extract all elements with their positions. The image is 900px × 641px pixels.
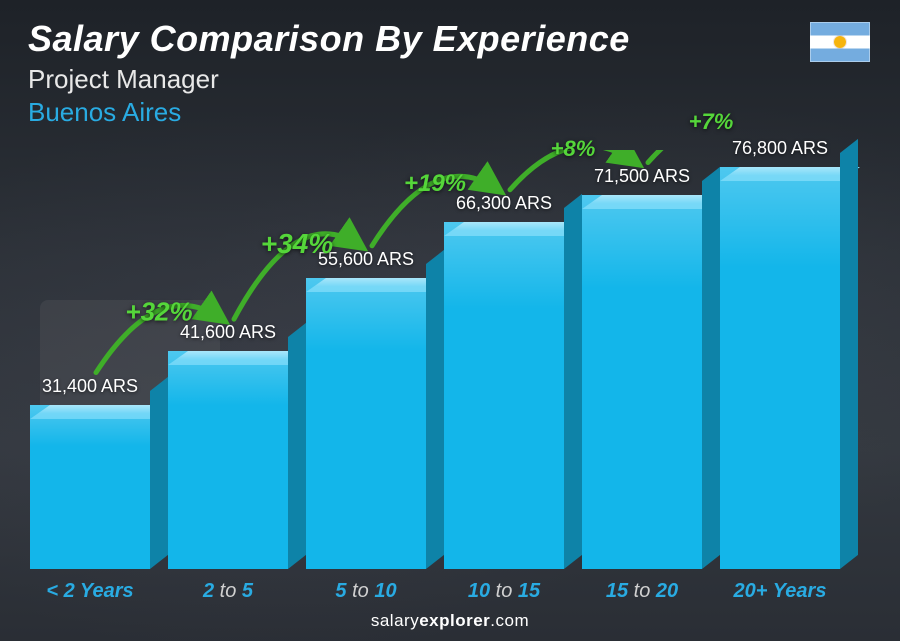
bar-slot: 66,300 ARS (444, 193, 564, 569)
bar-3d (582, 195, 702, 569)
growth-arc-label: +7% (689, 109, 734, 135)
x-axis-category: < 2 Years (30, 580, 150, 603)
bar-value-label: 31,400 ARS (42, 376, 138, 397)
brand-prefix: salary (371, 611, 419, 630)
bar-front-face (168, 351, 288, 569)
bar-side-face (288, 323, 306, 569)
flag-sun-icon (834, 36, 846, 48)
job-title: Project Manager (28, 64, 872, 95)
bar-side-face (840, 139, 858, 569)
bar-value-label: 41,600 ARS (180, 322, 276, 343)
growth-arc-label: +8% (551, 136, 596, 162)
bar-side-face (150, 376, 168, 569)
footer-brand: salaryexplorer.com (0, 611, 900, 631)
x-axis-category: 15 to 20 (582, 580, 702, 603)
x-axis-category: 10 to 15 (444, 580, 564, 603)
bar-side-face (564, 194, 582, 569)
bar-front-face (306, 278, 426, 569)
bar-3d (30, 405, 150, 569)
growth-arc-label: +32% (125, 297, 192, 328)
bar-slot: 41,600 ARS (168, 322, 288, 569)
x-axis-category: 5 to 10 (306, 580, 426, 603)
bar-3d (444, 222, 564, 569)
bar-front-face (444, 222, 564, 569)
location-label: Buenos Aires (28, 97, 872, 128)
bar-front-face (30, 405, 150, 569)
brand-bold: explorer (419, 611, 490, 630)
bar-slot: 76,800 ARS (720, 138, 840, 569)
bar-value-label: 71,500 ARS (594, 166, 690, 187)
bars-container: 31,400 ARS 41,600 ARS 55,600 ARS 66,300 ARS… (30, 150, 840, 569)
country-flag-argentina (810, 22, 870, 62)
bar-3d (306, 278, 426, 569)
x-axis-labels: < 2 Years 2 to 5 5 to 10 10 to 15 15 to 20 20… (30, 580, 840, 603)
header: Salary Comparison By Experience Project … (28, 18, 872, 128)
bar-side-face (426, 250, 444, 569)
bar-3d (168, 351, 288, 569)
x-axis-category: 2 to 5 (168, 580, 288, 603)
bar-value-label: 76,800 ARS (732, 138, 828, 159)
bar-side-face (702, 166, 720, 569)
bar-3d (720, 167, 840, 569)
bar-front-face (582, 195, 702, 569)
brand-suffix: .com (490, 611, 529, 630)
bar-value-label: 66,300 ARS (456, 193, 552, 214)
growth-arc-label: +34% (261, 228, 333, 260)
bar-slot: 31,400 ARS (30, 376, 150, 569)
page-title: Salary Comparison By Experience (28, 18, 872, 60)
bar-slot: 71,500 ARS (582, 166, 702, 569)
x-axis-category: 20+ Years (720, 580, 840, 603)
growth-arc-label: +19% (404, 170, 466, 198)
bar-slot: 55,600 ARS (306, 249, 426, 569)
bar-front-face (720, 167, 840, 569)
salary-bar-chart: 31,400 ARS 41,600 ARS 55,600 ARS 66,300 ARS… (30, 150, 840, 569)
